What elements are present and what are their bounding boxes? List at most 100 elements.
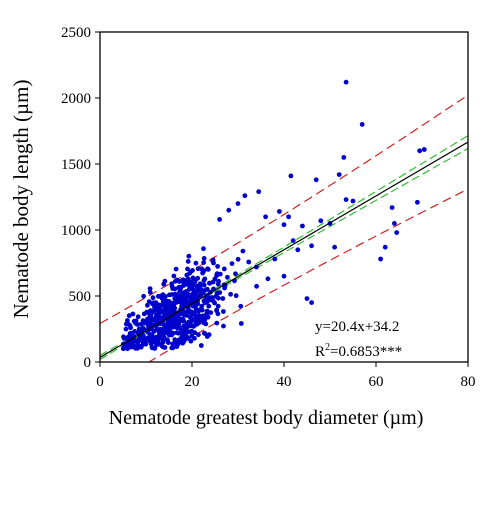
- data-point: [417, 148, 423, 154]
- data-point: [196, 332, 201, 338]
- data-point: [238, 303, 244, 309]
- data-point: [233, 293, 239, 299]
- data-point: [256, 189, 262, 195]
- data-point: [202, 313, 208, 318]
- data-point: [181, 318, 187, 323]
- data-point: [206, 303, 212, 309]
- data-point: [179, 278, 185, 284]
- data-point: [175, 294, 180, 299]
- data-point: [194, 317, 200, 323]
- data-point: [201, 282, 207, 288]
- data-point: [214, 273, 220, 278]
- data-point: [158, 342, 164, 347]
- data-point: [141, 293, 147, 299]
- data-point: [288, 173, 294, 179]
- r-squared-label: R2=0.6853***: [315, 342, 402, 360]
- data-point: [174, 330, 180, 336]
- data-point: [202, 298, 208, 304]
- r-squared-value: =0.6853***: [330, 344, 402, 360]
- data-point: [421, 147, 427, 152]
- data-point: [318, 218, 324, 224]
- data-point: [309, 300, 314, 305]
- data-point: [263, 214, 268, 220]
- data-point: [123, 326, 129, 332]
- data-point: [125, 318, 130, 323]
- data-point: [167, 292, 172, 298]
- data-point: [200, 267, 205, 273]
- data-point: [204, 334, 210, 339]
- data-point: [181, 323, 187, 329]
- data-point: [137, 343, 143, 349]
- data-point: [181, 331, 187, 337]
- data-point: [192, 330, 198, 336]
- data-point: [148, 340, 154, 346]
- data-point: [198, 282, 203, 288]
- regression-equation: y=20.4x+34.2: [315, 319, 399, 335]
- data-point: [382, 244, 388, 250]
- y-axis-label: Nematode body length (µm): [9, 80, 33, 319]
- data-point: [217, 217, 223, 222]
- data-point: [221, 266, 227, 272]
- data-point: [190, 275, 196, 281]
- data-point: [200, 316, 206, 322]
- data-point: [145, 302, 150, 308]
- data-point: [277, 209, 282, 214]
- data-point: [173, 340, 178, 346]
- data-point: [122, 344, 127, 350]
- data-point: [126, 313, 132, 319]
- data-point: [172, 316, 178, 322]
- x-tick-label: 20: [185, 374, 200, 390]
- data-point: [182, 327, 188, 332]
- data-point: [186, 292, 191, 297]
- data-point: [152, 305, 157, 310]
- data-point: [226, 207, 232, 213]
- data-point: [205, 266, 211, 272]
- data-point: [188, 269, 194, 275]
- data-point: [145, 335, 151, 341]
- data-point: [166, 330, 171, 335]
- data-point: [185, 266, 190, 272]
- data-point: [162, 278, 168, 284]
- data-point: [155, 312, 160, 317]
- regression-line: [100, 141, 468, 359]
- data-point: [146, 299, 152, 304]
- data-point: [204, 286, 210, 292]
- data-point: [191, 295, 196, 301]
- data-point: [207, 280, 213, 286]
- data-point: [123, 321, 129, 327]
- data-point: [196, 288, 201, 293]
- data-point: [170, 345, 176, 351]
- data-point: [165, 337, 170, 343]
- y-tick-label: 1000: [61, 223, 91, 239]
- data-point: [216, 278, 222, 284]
- data-point: [188, 309, 194, 315]
- data-point: [141, 341, 147, 347]
- data-point: [215, 264, 221, 269]
- data-point: [177, 284, 182, 290]
- data-point: [233, 271, 238, 277]
- data-point: [152, 317, 158, 322]
- data-point: [162, 328, 168, 334]
- y-tick-label: 1500: [61, 157, 91, 173]
- regression-bands: [100, 94, 468, 362]
- data-point: [193, 260, 199, 266]
- data-point: [187, 283, 193, 289]
- data-point: [147, 289, 153, 295]
- x-axis-label: Nematode greatest body diameter (µm): [109, 407, 424, 429]
- data-point: [415, 199, 420, 205]
- data-point: [240, 248, 246, 254]
- data-point: [191, 287, 197, 293]
- data-point: [151, 329, 157, 334]
- data-point: [141, 311, 147, 317]
- data-point: [392, 221, 397, 226]
- data-point: [161, 333, 166, 338]
- data-point: [332, 244, 337, 250]
- data-point: [128, 330, 134, 336]
- data-point: [221, 323, 226, 329]
- data-point: [290, 238, 296, 244]
- data-point: [131, 318, 137, 324]
- data-point: [281, 222, 287, 228]
- data-point: [201, 246, 206, 252]
- data-point: [159, 315, 165, 321]
- data-point: [221, 309, 226, 314]
